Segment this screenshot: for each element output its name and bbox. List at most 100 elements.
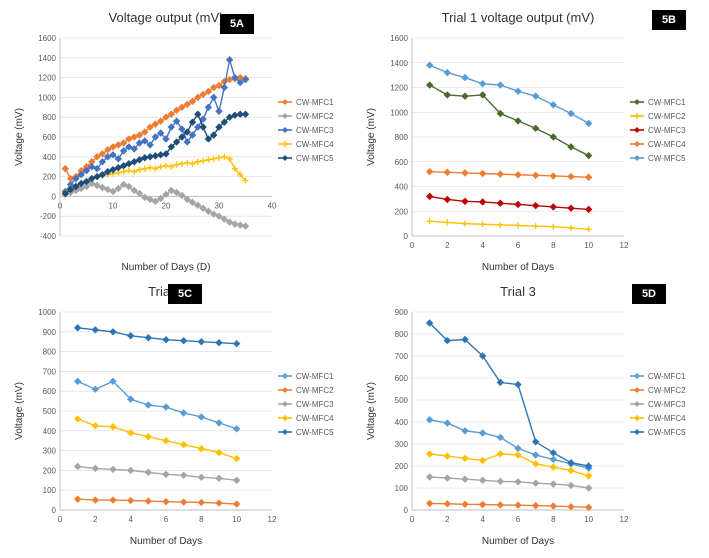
svg-text:200: 200: [43, 466, 57, 475]
chart-5a: Voltage output (mV) -400 -200 0 200 400 600 800…: [8, 8, 354, 276]
svg-text:2: 2: [93, 515, 98, 524]
svg-text:500: 500: [43, 407, 57, 416]
svg-text:700: 700: [43, 367, 57, 376]
svg-text:200: 200: [395, 462, 409, 471]
svg-text:1200: 1200: [38, 74, 56, 83]
svg-text:0: 0: [410, 515, 415, 524]
svg-text:600: 600: [43, 387, 57, 396]
chart-5b: Trial 1 voltage output (mV) 0 200 400 600 800…: [360, 8, 706, 276]
svg-text:1000: 1000: [38, 308, 56, 317]
svg-text:100: 100: [395, 484, 409, 493]
svg-text:0: 0: [52, 192, 57, 201]
svg-text:20: 20: [162, 201, 171, 210]
svg-text:6: 6: [164, 515, 169, 524]
svg-text:12: 12: [620, 515, 629, 524]
svg-text:0: 0: [410, 241, 415, 250]
badge-5b: 5B: [652, 10, 686, 30]
svg-text:700: 700: [395, 352, 409, 361]
svg-text:CW-MFC5: CW-MFC5: [648, 428, 686, 437]
svg-text:Number of Days: Number of Days: [482, 536, 554, 547]
panel-5c: 5C Trial 2010020030040050060070080090010…: [8, 282, 354, 550]
svg-text:10: 10: [584, 515, 593, 524]
svg-text:12: 12: [620, 241, 629, 250]
svg-text:200: 200: [43, 173, 57, 182]
svg-text:CW-MFC2: CW-MFC2: [648, 386, 686, 395]
svg-text:CW-MFC2: CW-MFC2: [296, 386, 334, 395]
svg-text:400: 400: [43, 427, 57, 436]
svg-text:600: 600: [43, 133, 57, 142]
svg-text:CW-MFC4: CW-MFC4: [648, 414, 686, 423]
svg-text:CW-MFC5: CW-MFC5: [296, 428, 334, 437]
svg-text:10: 10: [109, 201, 118, 210]
svg-text:CW-MFC4: CW-MFC4: [296, 140, 334, 149]
svg-text:Trial 1 voltage output (mV): Trial 1 voltage output (mV): [442, 10, 595, 25]
svg-text:CW-MFC4: CW-MFC4: [296, 414, 334, 423]
svg-text:CW-MFC3: CW-MFC3: [296, 400, 334, 409]
panel-5a: 5A Voltage output (mV) -400 -200 0 200 400 600…: [8, 8, 354, 276]
svg-text:800: 800: [43, 348, 57, 357]
svg-text:1400: 1400: [38, 54, 56, 63]
svg-text:300: 300: [43, 447, 57, 456]
svg-text:200: 200: [395, 207, 409, 216]
svg-text:400: 400: [395, 183, 409, 192]
svg-text:1000: 1000: [390, 108, 408, 117]
svg-text:1000: 1000: [38, 93, 56, 102]
svg-text:CW-MFC3: CW-MFC3: [648, 400, 686, 409]
chart-5c: Trial 2010020030040050060070080090010000…: [8, 282, 354, 550]
svg-text:Voltage (mV): Voltage (mV): [366, 108, 377, 166]
svg-text:2: 2: [445, 241, 450, 250]
svg-text:100: 100: [43, 486, 57, 495]
svg-text:1400: 1400: [390, 59, 408, 68]
svg-text:40: 40: [268, 201, 277, 210]
svg-text:CW-MFC3: CW-MFC3: [296, 126, 334, 135]
svg-text:CW-MFC3: CW-MFC3: [648, 126, 686, 135]
svg-text:-200: -200: [40, 212, 57, 221]
badge-5d: 5D: [632, 284, 666, 304]
svg-text:0: 0: [404, 232, 409, 241]
svg-text:12: 12: [268, 515, 277, 524]
svg-text:0: 0: [58, 515, 63, 524]
svg-text:800: 800: [395, 330, 409, 339]
svg-text:2: 2: [445, 515, 450, 524]
svg-text:Voltage (mV): Voltage (mV): [14, 382, 25, 440]
svg-text:1600: 1600: [38, 34, 56, 43]
svg-text:10: 10: [232, 515, 241, 524]
svg-text:Voltage output (mV): Voltage output (mV): [109, 10, 224, 25]
svg-text:4: 4: [480, 515, 485, 524]
svg-text:CW-MFC1: CW-MFC1: [648, 372, 686, 381]
svg-text:-400: -400: [40, 232, 57, 241]
svg-text:CW-MFC1: CW-MFC1: [296, 372, 334, 381]
svg-text:800: 800: [395, 133, 409, 142]
svg-text:30: 30: [215, 201, 224, 210]
svg-text:Number of Days (D): Number of Days (D): [122, 262, 211, 273]
svg-text:300: 300: [395, 440, 409, 449]
svg-text:900: 900: [395, 308, 409, 317]
svg-text:6: 6: [516, 241, 521, 250]
svg-text:0: 0: [404, 506, 409, 515]
badge-5c: 5C: [168, 284, 202, 304]
svg-text:0: 0: [52, 506, 57, 515]
svg-text:8: 8: [199, 515, 204, 524]
svg-text:CW-MFC2: CW-MFC2: [648, 112, 686, 121]
svg-text:Number of Days: Number of Days: [482, 262, 554, 273]
svg-text:400: 400: [43, 153, 57, 162]
svg-text:10: 10: [584, 241, 593, 250]
svg-text:Trial 3: Trial 3: [500, 284, 536, 299]
svg-text:4: 4: [480, 241, 485, 250]
chart-5d: Trial 3010020030040050060070080090002468…: [360, 282, 706, 550]
svg-text:8: 8: [551, 515, 556, 524]
svg-text:4: 4: [128, 515, 133, 524]
chart-grid: 5A Voltage output (mV)-400-2000200400600…: [8, 8, 701, 550]
svg-text:900: 900: [43, 328, 57, 337]
svg-text:CW-MFC1: CW-MFC1: [296, 98, 334, 107]
svg-text:CW-MFC2: CW-MFC2: [296, 112, 334, 121]
svg-text:600: 600: [395, 158, 409, 167]
svg-text:CW-MFC4: CW-MFC4: [648, 140, 686, 149]
svg-text:800: 800: [43, 113, 57, 122]
panel-5d: 5D Trial 3010020030040050060070080090002…: [360, 282, 706, 550]
badge-5a: 5A: [220, 14, 254, 34]
svg-text:8: 8: [551, 241, 556, 250]
svg-text:500: 500: [395, 396, 409, 405]
svg-text:Voltage (mV): Voltage (mV): [14, 108, 25, 166]
svg-text:1600: 1600: [390, 34, 408, 43]
